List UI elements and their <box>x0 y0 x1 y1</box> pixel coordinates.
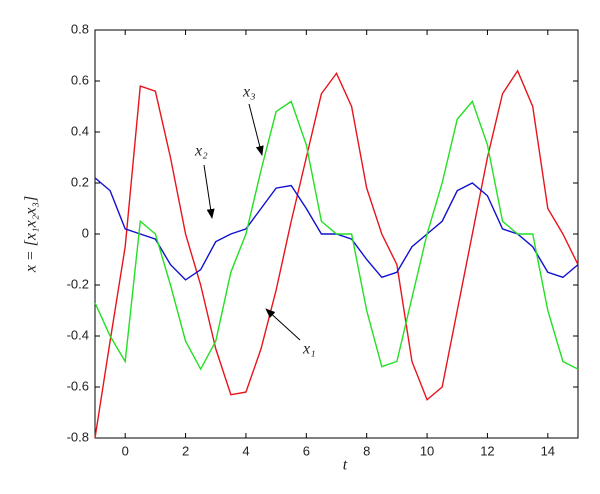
x-tick-label: 4 <box>242 443 249 458</box>
annotation-arrow <box>203 164 215 219</box>
annotation: x₃ <box>242 84 256 101</box>
series-line <box>94 69 579 439</box>
x-axis-label: t <box>343 457 348 474</box>
x-tick-label: 14 <box>541 443 555 458</box>
annotation-arrow <box>248 103 264 156</box>
y-tick-label: 0.8 <box>71 21 89 36</box>
y-tick-label: 0.6 <box>71 72 89 87</box>
annotation: x₁ <box>302 341 316 358</box>
y-tick-label: 0.2 <box>71 174 89 189</box>
y-axis-label: x = [x₁x₂x₃] <box>23 196 40 273</box>
annotation: x₂ <box>194 143 208 160</box>
y-tick-label: -0.6 <box>67 378 89 393</box>
x-tick-label: 10 <box>420 443 434 458</box>
y-tick-label: 0.4 <box>71 123 89 138</box>
x-tick-label: 0 <box>122 443 129 458</box>
x-tick-label: 6 <box>303 443 310 458</box>
y-tick-label: -0.4 <box>67 327 89 342</box>
x-tick-label: 2 <box>182 443 189 458</box>
y-tick-label: 0 <box>82 225 89 240</box>
y-tick-label: -0.8 <box>67 429 89 444</box>
series-line <box>94 100 579 371</box>
annotation-arrow <box>265 308 301 341</box>
x-tick-label: 12 <box>480 443 494 458</box>
series-line <box>94 177 579 281</box>
y-tick-label: -0.2 <box>67 276 89 291</box>
x-tick-label: 8 <box>363 443 370 458</box>
